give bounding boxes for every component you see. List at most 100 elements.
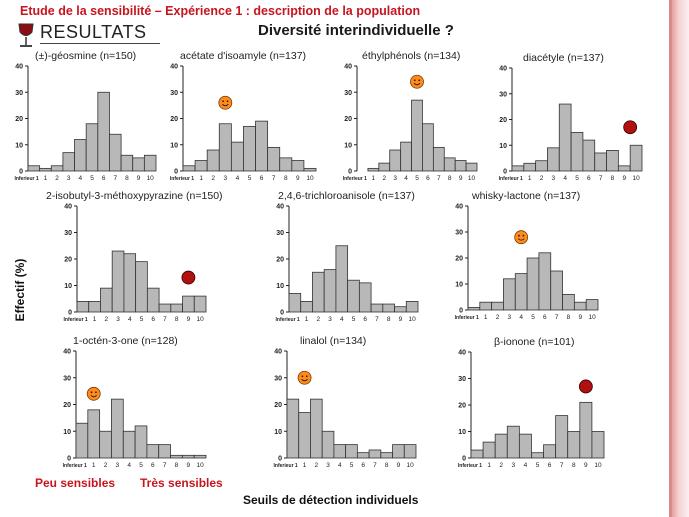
- y-tick-label: 30: [458, 376, 466, 383]
- bar: [503, 278, 516, 311]
- y-tick-label: 40: [499, 66, 507, 73]
- x-tick-label: 4: [563, 175, 567, 182]
- x-tick-label: Inferieur 1: [276, 317, 300, 323]
- y-tick-label: 20: [15, 116, 23, 123]
- bar: [370, 303, 384, 313]
- x-tick-label: 3: [116, 316, 120, 323]
- x-tick-label: 2: [496, 314, 500, 321]
- bar: [39, 167, 52, 172]
- x-tick-label: 9: [622, 175, 626, 182]
- x-tick-label: 8: [611, 175, 615, 182]
- chart-title: whisky-lactone (n=137): [471, 190, 580, 202]
- x-tick-label: 1: [487, 462, 491, 469]
- bar: [547, 147, 560, 172]
- y-tick-label: 10: [64, 283, 72, 290]
- bar: [432, 146, 445, 172]
- y-tick-label: 40: [276, 204, 284, 211]
- x-tick-label: Inferieur 1: [455, 315, 479, 321]
- x-tick-label: 2: [315, 462, 319, 469]
- smiley-icon: [514, 230, 529, 245]
- bar: [218, 123, 232, 172]
- y-tick-label: 10: [63, 429, 71, 436]
- x-tick-label: 7: [163, 316, 167, 323]
- x-tick-label: 4: [338, 462, 342, 469]
- x-tick-label: 4: [524, 462, 528, 469]
- bar: [555, 415, 569, 459]
- y-tick-label: 20: [63, 402, 71, 409]
- y-tick-label: 10: [170, 142, 178, 149]
- bar: [88, 300, 101, 313]
- x-tick-label: 6: [587, 175, 591, 182]
- x-tick-label: Inferieur 1: [343, 176, 367, 182]
- bar: [74, 139, 87, 172]
- bar: [562, 293, 575, 311]
- bar: [389, 149, 402, 172]
- x-tick-label: Inferieur 1: [458, 463, 482, 469]
- x-tick-label: Inferieur 1: [170, 176, 194, 182]
- chart-title: 2,4,6-trichloroanisole (n=137): [278, 190, 415, 202]
- y-tick-label: 20: [499, 117, 507, 124]
- x-tick-label: 1: [93, 316, 97, 323]
- bar: [279, 157, 293, 172]
- x-tick-label: 2: [317, 316, 321, 323]
- y-tick-label: 30: [499, 91, 507, 98]
- bar: [567, 431, 581, 459]
- histogram-10: β-ionone (n=101) 0 10 20 30 40 Inferieur 1 1 2 3 4…: [458, 336, 605, 469]
- y-tick-label: 20: [455, 256, 463, 263]
- y-tick-label: 0: [503, 169, 507, 176]
- slide-edge-strip: [672, 0, 689, 517]
- page-title: Diversité interindividuelle ?: [258, 22, 454, 39]
- bar: [491, 301, 504, 311]
- bar: [123, 253, 137, 313]
- bar: [443, 157, 456, 172]
- slide-header-title: Etude de la sensibilité – Expérience 1 :…: [20, 4, 421, 18]
- y-tick-label: 20: [344, 116, 352, 123]
- x-tick-label: 6: [363, 316, 367, 323]
- bar: [288, 293, 302, 313]
- x-tick-label: 5: [352, 316, 356, 323]
- x-tick-label: 7: [560, 462, 564, 469]
- x-tick-label: 5: [575, 175, 579, 182]
- bar: [182, 295, 195, 313]
- bar: [333, 444, 347, 459]
- x-tick-label: 1: [528, 175, 532, 182]
- y-tick-label: 0: [174, 169, 178, 176]
- x-tick-label: 5: [90, 175, 94, 182]
- histogram-7: whisky-lactone (n=137) 0 10 20 30 40 Inferieur…: [455, 190, 599, 321]
- x-tick-label: 6: [426, 175, 430, 182]
- y-tick-label: 20: [64, 257, 72, 264]
- y-tick-label: 20: [170, 116, 178, 123]
- bar: [76, 300, 90, 313]
- bar: [75, 422, 89, 459]
- x-tick-label: 9: [397, 462, 401, 469]
- x-tick-label: 4: [128, 316, 132, 323]
- y-tick-label: 10: [274, 429, 282, 436]
- bar: [85, 123, 99, 172]
- x-tick-label: 1: [199, 175, 203, 182]
- bar: [550, 270, 563, 311]
- y-tick-label: 0: [278, 456, 282, 463]
- histogram-6: 2,4,6-trichloroanisole (n=137) 0 10 20 30 40 I…: [276, 190, 419, 323]
- legend-high-sensitivity: Très sensibles: [140, 476, 223, 490]
- bar: [582, 139, 596, 172]
- x-tick-label: 3: [393, 175, 397, 182]
- bar: [158, 444, 171, 459]
- bar: [465, 162, 478, 172]
- bar: [230, 141, 244, 172]
- x-tick-label: 5: [350, 462, 354, 469]
- y-tick-label: 40: [274, 349, 282, 356]
- x-tick-label: 3: [326, 462, 330, 469]
- y-tick-label: 0: [462, 456, 466, 463]
- x-tick-label: 9: [187, 316, 191, 323]
- bar: [594, 152, 607, 172]
- bar: [422, 123, 434, 172]
- x-tick-label: 10: [147, 175, 155, 182]
- x-tick-label: 8: [125, 175, 129, 182]
- bar: [181, 454, 195, 459]
- x-tick-label: 2: [499, 462, 503, 469]
- x-tick-label: 8: [567, 314, 571, 321]
- x-tick-label: 6: [151, 316, 155, 323]
- x-tick-label: Inferieur 1: [64, 317, 88, 323]
- y-tick-label: 40: [170, 64, 178, 71]
- y-tick-label: 30: [15, 90, 23, 97]
